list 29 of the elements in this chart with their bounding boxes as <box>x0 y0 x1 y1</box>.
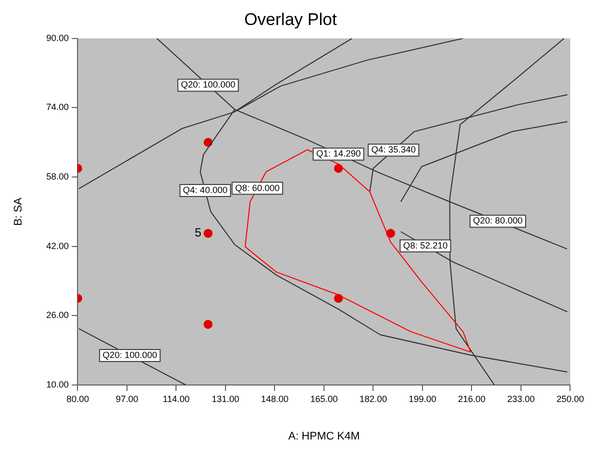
x-tick-label: 131.00 <box>212 394 240 404</box>
x-tick-label: 233.00 <box>507 394 535 404</box>
annotation: Q20: 80.000 <box>473 216 523 226</box>
annotation: Q4: 35.340 <box>371 144 416 155</box>
annotation: Q20: 100.000 <box>102 350 158 360</box>
x-tick-label: 250.00 <box>556 394 584 404</box>
y-tick-label: 58.00 <box>46 172 69 182</box>
y-axis-title: B: SA <box>12 196 25 226</box>
annotation: Q8: 52.210 <box>403 240 448 250</box>
x-tick-label: 165.00 <box>310 394 338 404</box>
x-axis-title: A: HPMC K4M <box>288 430 360 442</box>
chart-title: Overlay Plot <box>244 10 338 29</box>
y-tick-label: 74.00 <box>46 102 69 112</box>
y-tick-label: 42.00 <box>46 240 69 251</box>
x-tick-label: 97.00 <box>116 394 138 404</box>
annotation: Q1: 14.290 <box>316 148 361 159</box>
y-tick-label: 90.00 <box>46 32 69 43</box>
y-tick-label: 26.00 <box>46 310 69 320</box>
annotation: Q20: 100.000 <box>180 80 236 90</box>
annotation: Q4: 40.000 <box>182 184 228 195</box>
x-tick-label: 199.00 <box>408 394 436 404</box>
y-tick-label: 10.00 <box>46 379 69 390</box>
x-tick-label: 182.00 <box>359 394 387 404</box>
annotation: Q8: 60.000 <box>235 182 280 193</box>
x-tick-label: 216.00 <box>458 394 486 404</box>
x-tick-label: 80.00 <box>66 394 89 404</box>
x-tick-label: 148.00 <box>260 394 288 404</box>
annotation: 5 <box>194 226 202 240</box>
x-tick-label: 114.00 <box>162 394 190 404</box>
